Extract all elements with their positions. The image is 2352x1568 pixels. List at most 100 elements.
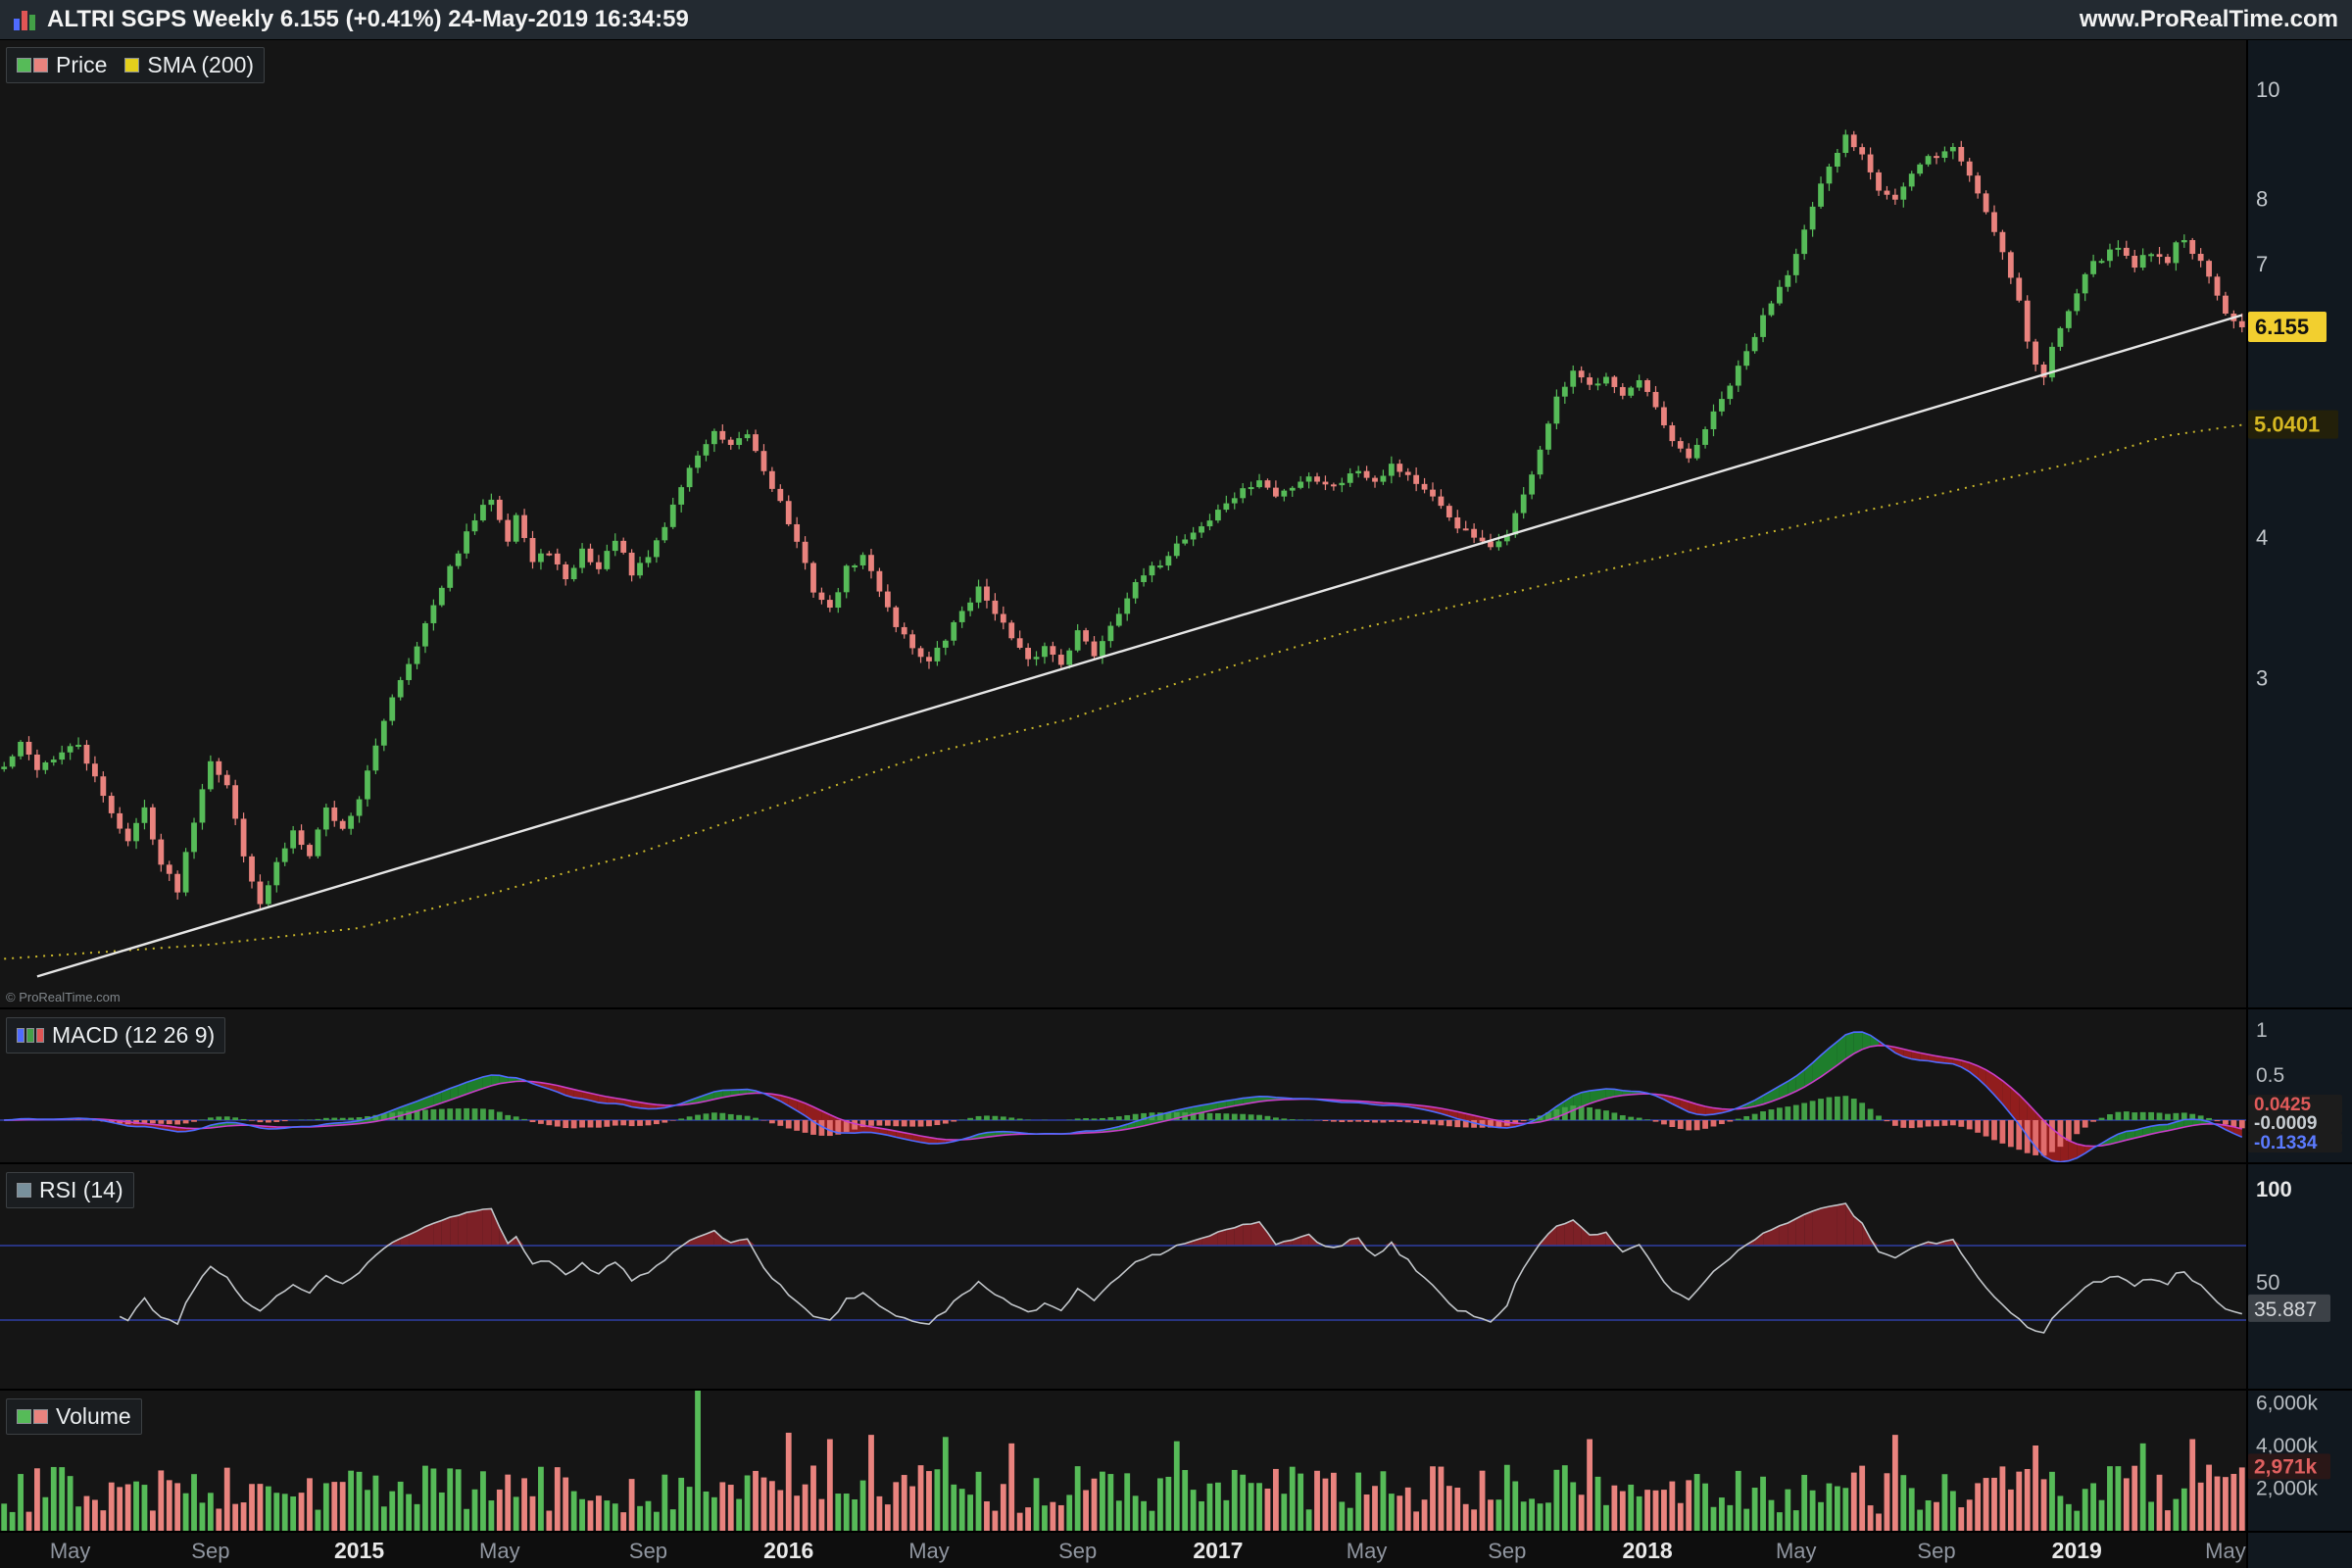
candle-body: [1908, 173, 1915, 187]
macd-histogram-bar: [1628, 1116, 1635, 1120]
macd-up-swatch: [26, 1028, 34, 1043]
candle-body: [50, 760, 57, 762]
candle-body: [174, 873, 181, 893]
candle-body: [1884, 190, 1890, 195]
candle-body: [876, 570, 883, 592]
volume-bar: [934, 1469, 941, 1531]
macd-down-swatch: [36, 1028, 44, 1043]
volume-bar: [2214, 1476, 2221, 1531]
candle-body: [2098, 261, 2105, 264]
rsi-panel[interactable]: [0, 1202, 2246, 1334]
macd-histogram-bar: [182, 1120, 189, 1124]
volume-bar: [488, 1500, 495, 1531]
volume-bar: [2165, 1510, 2171, 1531]
candle-body: [298, 830, 305, 846]
website-link[interactable]: www.ProRealTime.com: [2079, 6, 2338, 32]
macd-histogram-bar: [1983, 1120, 1989, 1137]
price-legend[interactable]: Price SMA (200): [6, 47, 266, 83]
macd-histogram-bar: [1975, 1120, 1982, 1133]
volume-bar: [1801, 1474, 1808, 1531]
macd-histogram-bar: [249, 1120, 255, 1121]
price-panel[interactable]: [1, 129, 2245, 978]
macd-cloud: [491, 1075, 500, 1086]
volume-bar: [1430, 1466, 1436, 1531]
volume-bar: [984, 1500, 990, 1531]
candle-body: [934, 647, 941, 662]
volume-bar: [240, 1502, 247, 1531]
candle-body: [802, 541, 808, 564]
candle-body: [149, 807, 156, 840]
candle-body: [1743, 351, 1750, 367]
rsi-legend[interactable]: RSI (14): [6, 1172, 134, 1208]
candle-body: [1281, 490, 1288, 497]
macd-histogram-bar: [852, 1120, 858, 1130]
candle-body: [166, 864, 172, 874]
volume-bar: [92, 1499, 98, 1531]
volume-legend[interactable]: Volume: [6, 1398, 142, 1435]
macd-histogram-bar: [1199, 1112, 1204, 1120]
candle-body: [579, 548, 585, 568]
volume-bar: [1859, 1465, 1866, 1531]
volume-bar: [604, 1500, 611, 1531]
macd-cloud: [433, 1092, 442, 1106]
volume-bar: [455, 1469, 462, 1531]
x-axis-year-label: 2015: [334, 1538, 384, 1563]
macd-legend[interactable]: MACD (12 26 9): [6, 1017, 226, 1054]
candle-body: [513, 514, 519, 542]
macd-histogram-bar: [2040, 1120, 2047, 1156]
candle-body: [1421, 483, 1428, 490]
volume-bar: [1966, 1499, 1973, 1531]
candle-body: [1488, 541, 1494, 548]
macd-cloud: [1862, 1032, 1871, 1050]
macd-histogram-bar: [117, 1120, 123, 1124]
volume-down-swatch: [33, 1409, 48, 1424]
candle-body: [25, 741, 32, 755]
macd-panel[interactable]: [0, 1031, 2246, 1162]
macd-histogram-bar: [951, 1120, 957, 1122]
macd-cloud: [1763, 1091, 1772, 1104]
macd-histogram-bar: [628, 1120, 635, 1127]
macd-cloud: [2225, 1125, 2234, 1134]
volume-panel[interactable]: [1, 1390, 2245, 1531]
macd-histogram-bar: [488, 1109, 495, 1120]
rsi-overbought-fill: [1812, 1208, 1821, 1246]
macd-histogram-bar: [1834, 1096, 1840, 1120]
volume-bar: [1248, 1483, 1254, 1531]
macd-histogram-bar: [843, 1120, 850, 1132]
macd-cloud: [1870, 1035, 1879, 1047]
volume-bar: [2007, 1489, 2014, 1531]
macd-histogram-bar: [406, 1110, 413, 1120]
volume-bar: [1768, 1499, 1775, 1531]
candle-body: [2238, 320, 2245, 327]
prorealtime-logo-icon: [14, 9, 35, 30]
volume-bar: [1033, 1478, 1040, 1531]
rsi-overbought-fill: [441, 1217, 451, 1246]
volume-bar: [1083, 1490, 1089, 1531]
macd-histogram-bar: [273, 1120, 280, 1122]
volume-bar: [1710, 1506, 1717, 1531]
macd-histogram-bar: [826, 1120, 833, 1137]
macd-histogram-bar: [1884, 1120, 1890, 1122]
volume-bar: [529, 1495, 536, 1531]
candle-body: [620, 540, 627, 553]
x-axis-month-label: Sep: [1917, 1539, 1955, 1563]
volume-bar: [1050, 1501, 1056, 1531]
candle-body: [521, 514, 527, 538]
candle-body: [2033, 341, 2039, 366]
candle-body: [917, 648, 924, 658]
candle-body: [2197, 254, 2204, 262]
volume-bar: [1347, 1507, 1353, 1531]
macd-histogram-bar: [348, 1117, 355, 1120]
candle-body: [2090, 261, 2097, 274]
candle-body: [1454, 516, 1461, 529]
volume-bar: [406, 1494, 413, 1531]
macd-histogram-bar: [1355, 1120, 1362, 1122]
macd-histogram-bar: [1339, 1120, 1346, 1122]
macd-histogram-bar: [727, 1113, 734, 1120]
x-axis-year-label: 2019: [2052, 1538, 2102, 1563]
rsi-overbought-fill: [491, 1208, 500, 1246]
macd-cloud: [1894, 1047, 1904, 1057]
volume-bar: [414, 1503, 420, 1531]
candle-body: [1199, 526, 1204, 533]
